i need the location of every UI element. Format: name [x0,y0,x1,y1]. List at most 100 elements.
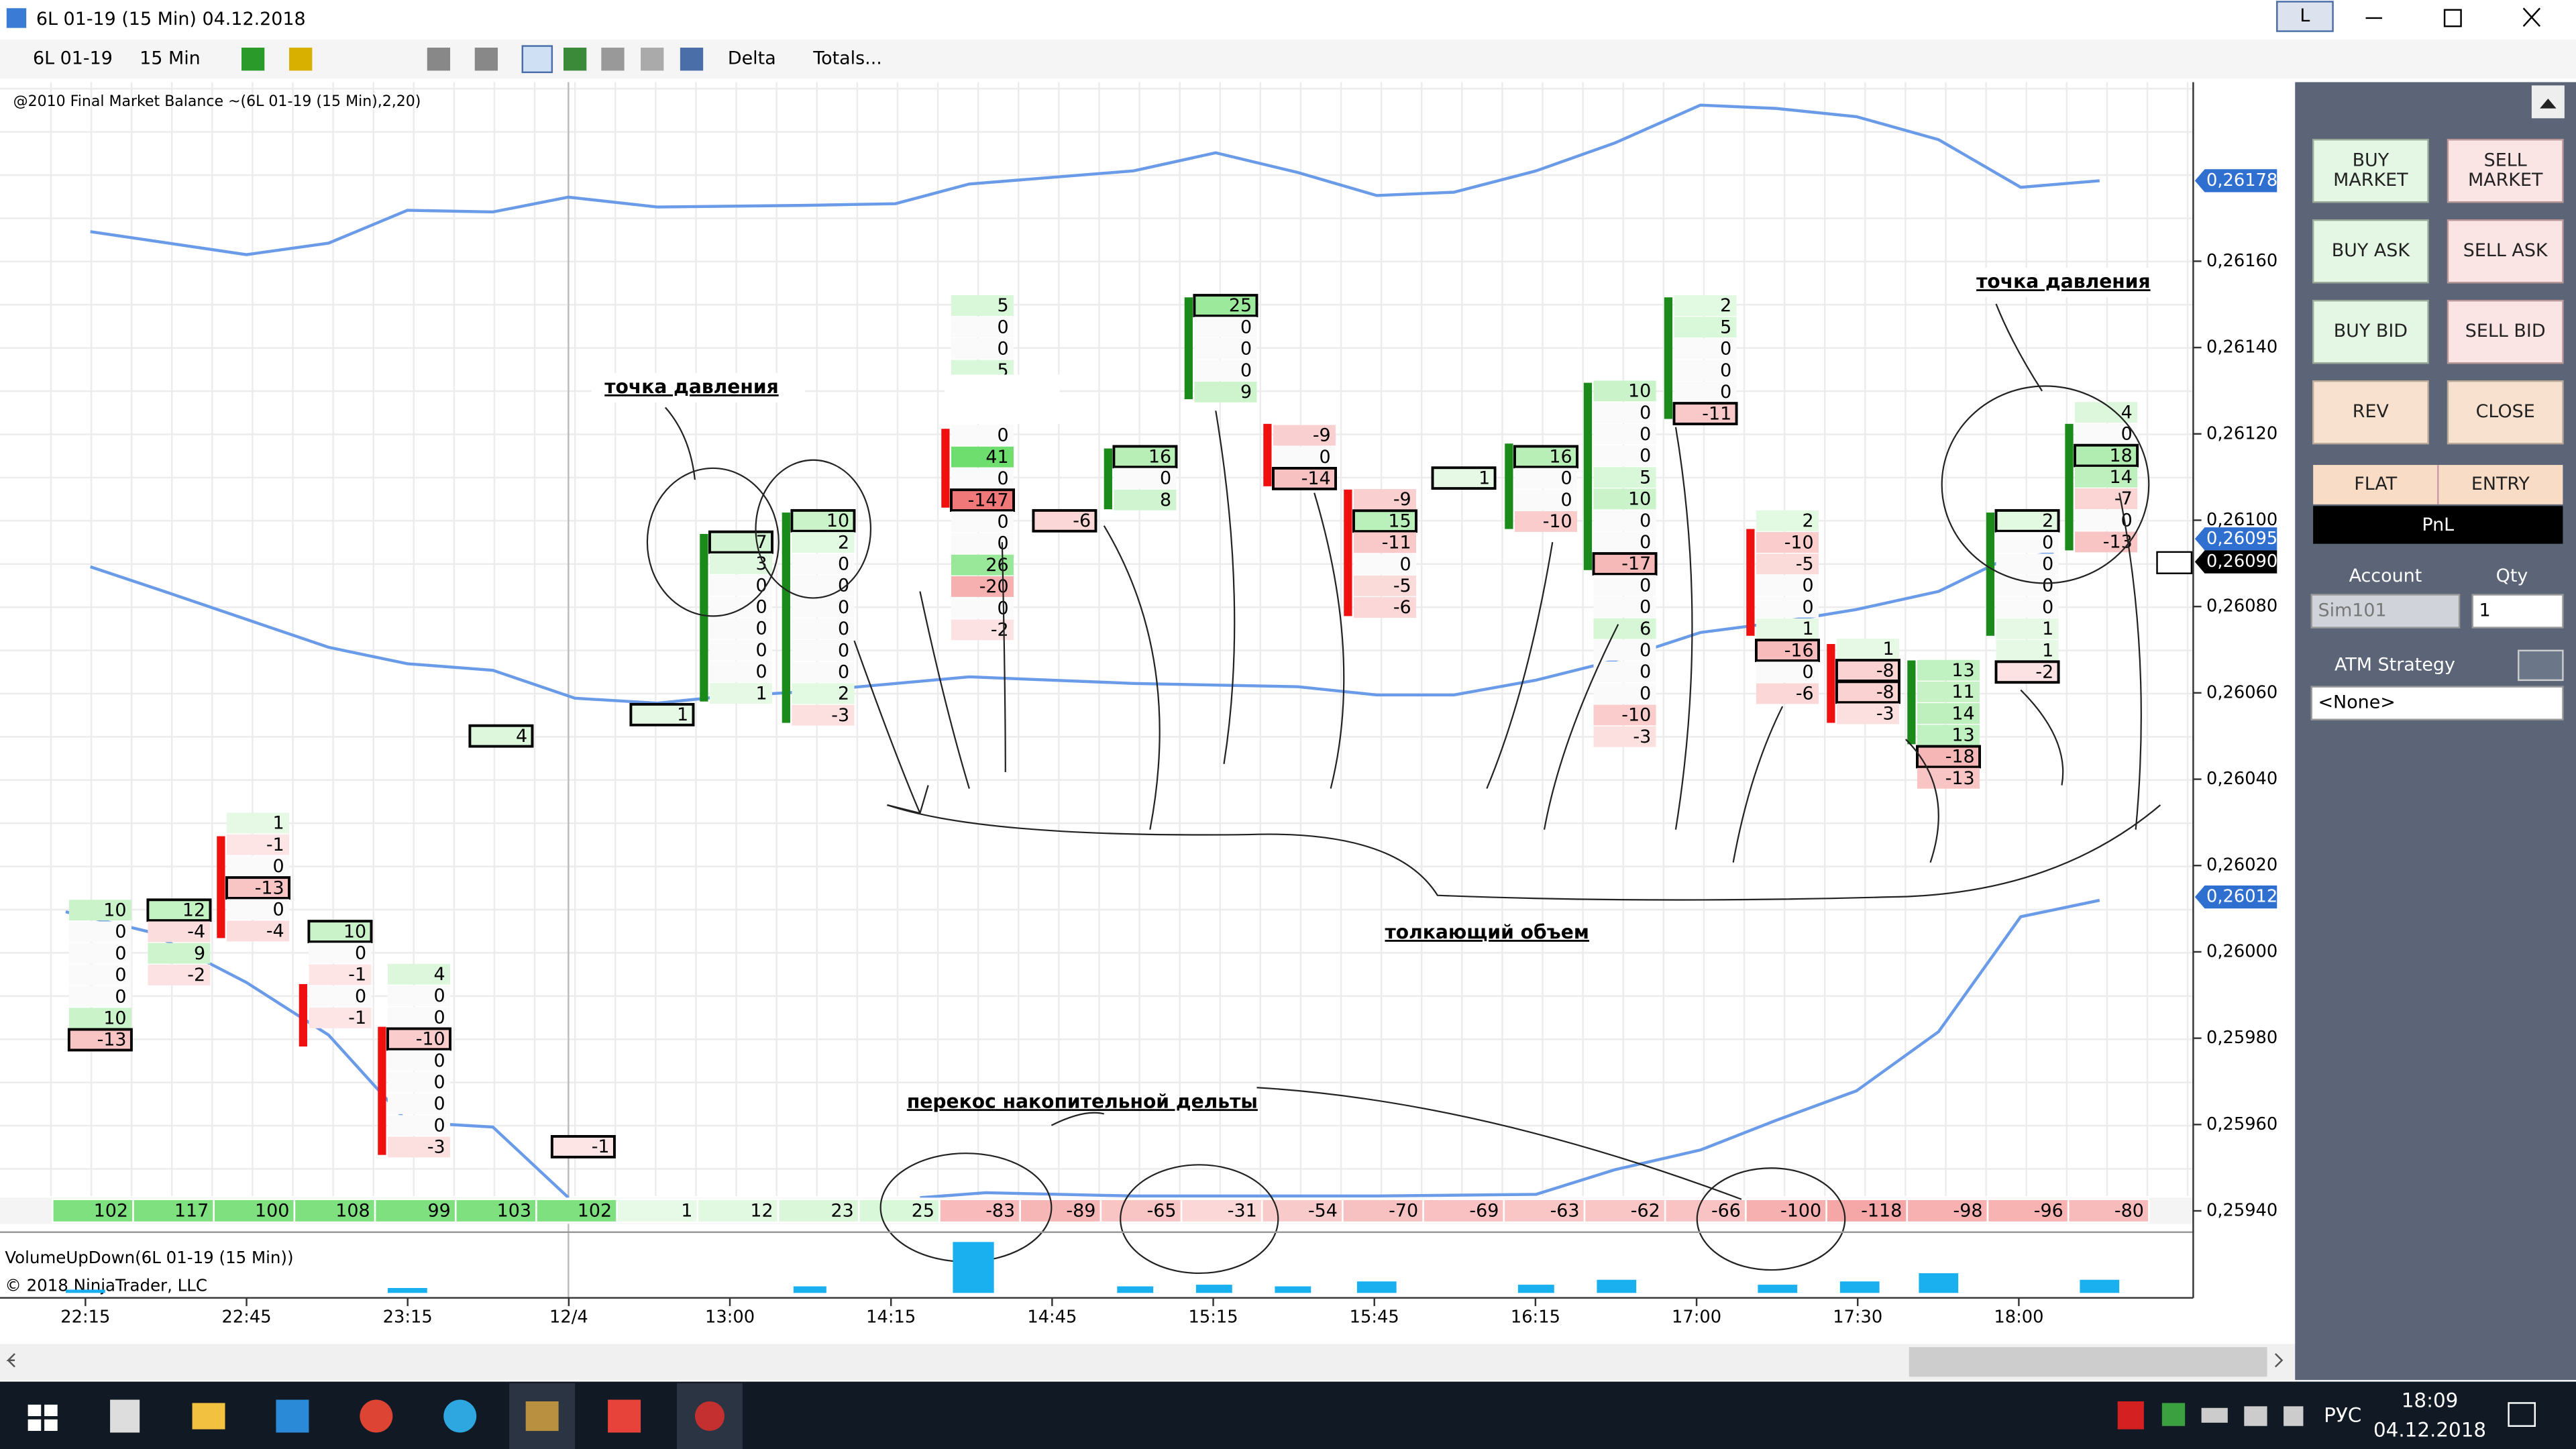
delta-value: -63 [1550,1201,1580,1222]
rev-button[interactable] [2312,380,2429,445]
cell-value: 2 [838,684,849,704]
cell-value: 0 [1720,382,1731,402]
cell [1593,683,1656,704]
restore[interactable] [2443,9,2462,28]
cell [1593,380,1656,402]
calculator-icon[interactable] [110,1399,140,1433]
buy-bid-button[interactable] [2312,299,2429,364]
clock-time[interactable]: 18:09 [2402,1389,2459,1411]
cell-value: 0 [756,597,767,618]
explorer-icon[interactable] [192,1403,225,1430]
atm-label: ATM Strategy [2334,654,2455,675]
cell [1756,510,1819,531]
price-axis-labels: 0,26160 0,26140 0,26120 0,26100 0,26080 0,260… [2156,169,2277,1221]
network-icon[interactable] [2244,1406,2267,1426]
tool-icon[interactable] [601,48,625,71]
arrow [1732,492,2142,863]
cell [387,985,451,1006]
tool-icon[interactable] [521,45,553,73]
cell-value: 1 [1883,639,1894,659]
atm-select[interactable] [2310,686,2564,720]
window-title: 6L 01-19 (15 Min) 04.12.2018 [36,9,306,30]
start-button[interactable] [28,1404,58,1432]
entry-label[interactable]: ENTRY [2471,474,2530,494]
tray-icon[interactable] [2161,1403,2186,1426]
cluster: 4 [468,724,534,748]
delta-value: 117 [174,1201,209,1222]
close-button[interactable] [2447,380,2564,445]
language[interactable]: РУС [2324,1404,2361,1427]
volume-bar [1758,1285,1798,1293]
hand-drawings [646,303,2161,1275]
clock-date[interactable]: 04.12.2018 [2373,1419,2486,1442]
range-bar [1986,513,1995,636]
cell-value: 0 [756,575,767,596]
cell [1996,532,2059,553]
delta-select[interactable]: Delta [728,48,776,69]
note-mask [945,374,1060,424]
delta-value: -98 [1953,1201,1983,1222]
interval-select[interactable]: 15 Min [140,48,201,69]
qty-input[interactable] [2471,594,2564,629]
button-label: SELL BID [2465,321,2546,341]
sell-bid-button[interactable] [2447,299,2564,364]
totals-select[interactable]: Totals... [812,48,882,69]
delta-cell [858,1198,941,1224]
range-bar [941,429,950,508]
cell-value: 4 [434,964,445,985]
atm-button[interactable] [2518,649,2564,682]
bar-type-icon[interactable] [241,48,265,71]
user-badge[interactable] [2276,1,2334,32]
instrument-select[interactable]: 6L 01-19 [33,48,113,69]
cell [709,553,773,574]
cell [1917,703,1980,724]
cell [387,1050,451,1071]
cell-value: 0 [756,640,767,661]
cell [792,640,855,661]
zoom-icon[interactable] [474,48,498,71]
cursor-icon[interactable] [427,48,451,71]
scroll-thumb[interactable] [1909,1347,2267,1377]
cell [790,508,856,533]
cell [387,1136,451,1158]
order-buttons: BUY MARKET SELL MARKET BUY ASK SELL ASK … [2310,138,2564,720]
telegram-icon[interactable] [443,1399,477,1433]
cell [1756,553,1819,575]
notifications-icon[interactable] [2508,1402,2536,1427]
tool-icon[interactable] [641,48,664,71]
delta-cell [2068,1198,2150,1224]
battery-icon[interactable] [2201,1407,2228,1423]
delta-cell [293,1198,376,1224]
volume-bar [1356,1281,1397,1293]
anydesk-icon[interactable] [608,1399,641,1433]
tool-icon[interactable] [680,48,704,71]
cell-value: 4 [2121,402,2133,423]
buy-market-button[interactable] [2312,138,2429,203]
flat-label[interactable]: FLAT [2354,474,2397,494]
chrome-icon[interactable] [360,1399,393,1433]
volume-icon[interactable] [2284,1406,2304,1426]
store-icon[interactable] [276,1399,309,1433]
delta-cell [1503,1198,1586,1224]
range-bar [1827,644,1835,723]
button-label: BUY BID [2334,321,2408,341]
cluster: 1 [629,702,695,727]
scroll-right[interactable] [2274,1353,2284,1368]
buy-ask-button[interactable] [2312,219,2429,284]
cell [709,661,773,682]
draw-icon[interactable] [289,48,313,71]
cell-value: 9 [1240,382,1252,402]
scroll-left[interactable] [6,1353,15,1368]
sell-market-button[interactable] [2447,138,2564,203]
atm-value: <None> [2318,692,2396,713]
circle [755,459,872,599]
sell-ask-button[interactable] [2447,219,2564,284]
price-label: 0,26100 [2206,510,2277,530]
tool-icon[interactable] [564,48,587,71]
range-bar [1104,448,1112,510]
close-window[interactable] [2522,7,2541,28]
tray-icon[interactable] [2117,1401,2144,1430]
cell [468,724,534,748]
account-select[interactable] [2310,594,2461,629]
